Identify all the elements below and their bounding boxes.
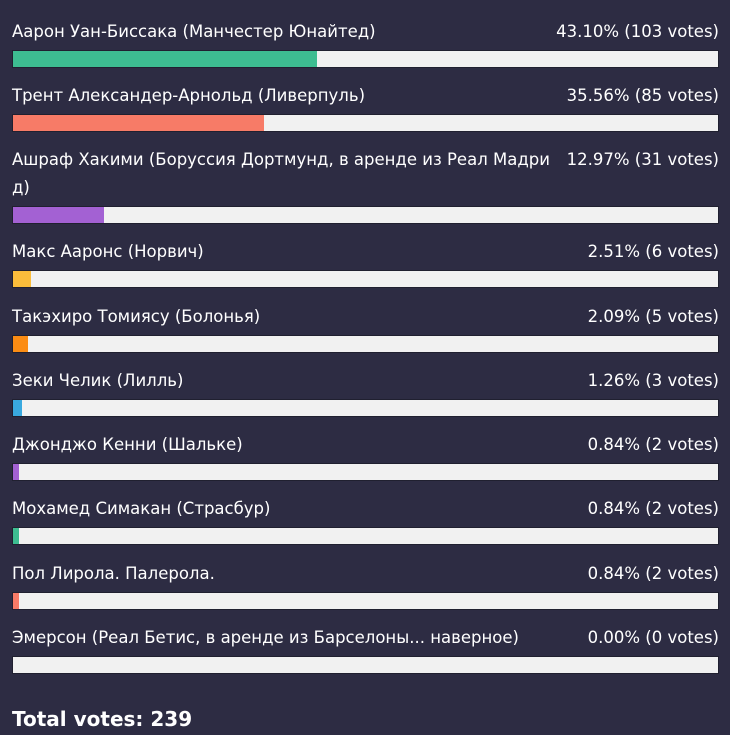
result-bar-fill bbox=[13, 528, 19, 544]
option-percent: 0.84% bbox=[587, 564, 641, 583]
poll-option: Аарон Уан-Биссака (Манчестер Юнайтед) 43… bbox=[12, 18, 719, 68]
result-bar-fill bbox=[13, 115, 264, 131]
option-percent: 12.97% bbox=[566, 150, 630, 169]
option-result: 0.84% (2 votes) bbox=[588, 495, 719, 523]
poll-option: Макс Ааронс (Норвич) 2.51% (6 votes) bbox=[12, 238, 719, 288]
option-votes: (85 votes) bbox=[634, 86, 719, 105]
option-votes: (3 votes) bbox=[645, 371, 719, 390]
option-label: Макс Ааронс (Норвич) bbox=[12, 242, 204, 261]
poll-option: Эмерсон (Реал Бетис, в аренде из Барсело… bbox=[12, 624, 719, 674]
option-votes: (103 votes) bbox=[624, 22, 719, 41]
option-votes: (2 votes) bbox=[645, 499, 719, 518]
result-bar-track bbox=[12, 399, 719, 417]
option-label: Эмерсон (Реал Бетис, в аренде из Барсело… bbox=[12, 628, 519, 647]
option-percent: 0.00% bbox=[587, 628, 641, 647]
option-label: Такэхиро Томиясу (Болонья) bbox=[12, 307, 261, 326]
result-bar-fill bbox=[13, 400, 22, 416]
option-label: Ашраф Хакими (Боруссия Дортмунд, в аренд… bbox=[12, 150, 550, 197]
result-bar-fill bbox=[13, 593, 19, 609]
option-votes: (6 votes) bbox=[645, 242, 719, 261]
option-votes: (2 votes) bbox=[645, 435, 719, 454]
option-percent: 2.51% bbox=[587, 242, 641, 261]
option-percent: 0.84% bbox=[587, 499, 641, 518]
result-bar-fill bbox=[13, 464, 19, 480]
poll-option: Зеки Челик (Лилль) 1.26% (3 votes) bbox=[12, 367, 719, 417]
poll-option: Джонджо Кенни (Шальке) 0.84% (2 votes) bbox=[12, 431, 719, 481]
option-percent: 1.26% bbox=[587, 371, 641, 390]
option-label: Аарон Уан-Биссака (Манчестер Юнайтед) bbox=[12, 22, 376, 41]
result-bar-track bbox=[12, 50, 719, 68]
result-bar-fill bbox=[13, 271, 31, 287]
option-result: 0.84% (2 votes) bbox=[588, 431, 719, 459]
option-label: Пол Лирола. Палерола. bbox=[12, 564, 215, 583]
option-label: Джонджо Кенни (Шальке) bbox=[12, 435, 243, 454]
poll-option: Пол Лирола. Палерола. 0.84% (2 votes) bbox=[12, 560, 719, 610]
option-label: Мохамед Симакан (Страсбур) bbox=[12, 499, 271, 518]
option-percent: 0.84% bbox=[587, 435, 641, 454]
option-votes: (0 votes) bbox=[645, 628, 719, 647]
result-bar-track bbox=[12, 592, 719, 610]
option-label: Трент Александер-Арнольд (Ливерпуль) bbox=[12, 86, 366, 105]
result-bar-track bbox=[12, 270, 719, 288]
poll-option: Ашраф Хакими (Боруссия Дортмунд, в аренд… bbox=[12, 146, 719, 224]
option-result: 43.10% (103 votes) bbox=[556, 18, 719, 46]
result-bar-track bbox=[12, 527, 719, 545]
option-percent: 35.56% bbox=[566, 86, 630, 105]
result-bar-track bbox=[12, 335, 719, 353]
poll-option: Мохамед Симакан (Страсбур) 0.84% (2 vote… bbox=[12, 495, 719, 545]
result-bar-track bbox=[12, 463, 719, 481]
option-result: 12.97% (31 votes) bbox=[567, 146, 719, 174]
option-result: 35.56% (85 votes) bbox=[567, 82, 719, 110]
option-percent: 43.10% bbox=[556, 22, 620, 41]
option-result: 2.51% (6 votes) bbox=[588, 238, 719, 266]
result-bar-fill bbox=[13, 336, 28, 352]
option-result: 1.26% (3 votes) bbox=[588, 367, 719, 395]
total-votes: Total votes: 239 bbox=[12, 707, 193, 731]
option-percent: 2.09% bbox=[587, 307, 641, 326]
option-votes: (5 votes) bbox=[645, 307, 719, 326]
option-result: 2.09% (5 votes) bbox=[588, 303, 719, 331]
poll-option: Такэхиро Томиясу (Болонья) 2.09% (5 vote… bbox=[12, 303, 719, 353]
result-bar-fill bbox=[13, 51, 317, 67]
result-bar-track bbox=[12, 656, 719, 674]
option-votes: (31 votes) bbox=[634, 150, 719, 169]
option-result: 0.84% (2 votes) bbox=[588, 560, 719, 588]
result-bar-fill bbox=[13, 207, 105, 223]
result-bar-track bbox=[12, 206, 719, 224]
result-bar-track bbox=[12, 114, 719, 132]
option-votes: (2 votes) bbox=[645, 564, 719, 583]
option-label: Зеки Челик (Лилль) bbox=[12, 371, 184, 390]
poll-option: Трент Александер-Арнольд (Ливерпуль) 35.… bbox=[12, 82, 719, 132]
option-result: 0.00% (0 votes) bbox=[588, 624, 719, 652]
